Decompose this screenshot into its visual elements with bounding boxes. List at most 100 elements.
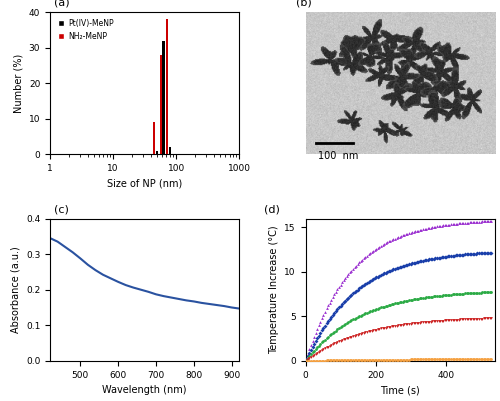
Point <box>475 356 483 363</box>
Point <box>327 357 335 364</box>
Point <box>320 357 328 364</box>
Point <box>419 356 427 363</box>
Point <box>444 317 452 324</box>
Point <box>468 356 475 363</box>
Point <box>350 289 358 296</box>
Point <box>390 356 398 363</box>
Point <box>427 294 435 300</box>
Point <box>405 297 413 304</box>
Point <box>408 260 416 267</box>
Point <box>460 290 468 297</box>
Point <box>357 312 365 319</box>
Point <box>462 219 470 226</box>
Point <box>354 314 362 320</box>
Point <box>388 356 396 363</box>
Point <box>483 315 491 322</box>
Point <box>302 356 310 362</box>
Point <box>450 356 458 363</box>
Point <box>340 322 347 328</box>
Point <box>357 330 365 337</box>
Point <box>343 296 351 302</box>
Point <box>426 225 434 231</box>
Point <box>320 346 328 352</box>
Point <box>430 224 438 230</box>
Point <box>343 357 351 363</box>
Point <box>307 346 315 353</box>
Point <box>430 356 438 363</box>
Point <box>368 277 376 283</box>
Point <box>422 225 430 232</box>
Point <box>464 316 472 322</box>
Point <box>364 328 372 334</box>
Point <box>442 253 450 260</box>
Point <box>396 299 404 306</box>
Point <box>326 342 334 349</box>
Point <box>462 290 470 297</box>
Point <box>327 331 335 337</box>
Point <box>385 356 393 363</box>
Point <box>433 356 441 363</box>
Point <box>405 261 413 267</box>
Point <box>442 317 450 324</box>
Point <box>470 219 478 225</box>
Point <box>398 263 406 270</box>
Point <box>329 357 337 364</box>
Point <box>430 318 438 324</box>
Point <box>341 321 349 327</box>
Point <box>480 218 488 225</box>
Point <box>310 358 318 364</box>
Point <box>352 357 360 363</box>
Point <box>346 269 354 275</box>
Point <box>462 316 470 322</box>
Point <box>438 223 446 229</box>
Point <box>383 239 391 245</box>
Point <box>346 318 354 324</box>
Legend: Pt(IV)-MeNP, NH₂-MeNP: Pt(IV)-MeNP, NH₂-MeNP <box>54 16 117 44</box>
Point <box>363 357 371 363</box>
Point <box>408 356 416 363</box>
Point <box>418 356 426 363</box>
Point <box>327 314 335 320</box>
Point <box>450 317 458 323</box>
Point <box>349 290 357 297</box>
Text: (d): (d) <box>264 204 280 214</box>
Point <box>406 320 414 327</box>
Point <box>405 321 413 327</box>
Point <box>362 310 370 317</box>
Point <box>461 290 469 297</box>
Point <box>428 294 436 300</box>
Point <box>428 256 436 262</box>
Point <box>448 291 456 298</box>
Point <box>332 289 340 295</box>
Point <box>460 220 468 226</box>
Point <box>348 317 356 324</box>
Point <box>376 273 384 279</box>
Point <box>394 265 402 271</box>
Point <box>447 292 455 298</box>
Point <box>315 348 323 355</box>
Point <box>376 356 384 363</box>
Point <box>452 252 460 259</box>
Point <box>427 318 435 325</box>
Point <box>349 357 357 363</box>
Point <box>413 356 421 363</box>
Point <box>454 221 462 227</box>
Point <box>322 357 330 364</box>
Point <box>404 231 411 237</box>
Point <box>402 298 410 304</box>
Point <box>355 331 363 337</box>
Text: (b): (b) <box>296 0 312 8</box>
Point <box>315 332 323 339</box>
Point <box>332 340 340 346</box>
Point <box>483 249 491 256</box>
Point <box>456 316 464 323</box>
Point <box>440 356 448 363</box>
Point <box>432 293 440 300</box>
Point <box>382 324 390 331</box>
Point <box>460 316 468 322</box>
Point <box>348 333 356 340</box>
Point <box>332 308 340 314</box>
Point <box>482 218 490 225</box>
Y-axis label: Absorbance (a.u.): Absorbance (a.u.) <box>10 246 20 333</box>
Point <box>352 262 360 269</box>
